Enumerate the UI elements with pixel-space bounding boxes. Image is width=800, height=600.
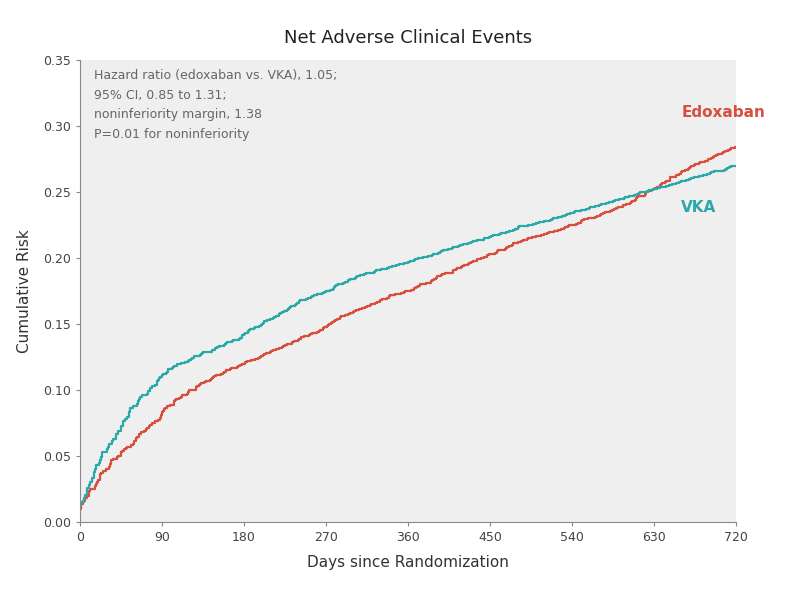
X-axis label: Days since Randomization: Days since Randomization [307,555,509,570]
Text: Edoxaban: Edoxaban [682,106,766,120]
Text: VKA: VKA [682,200,717,215]
Text: Hazard ratio (edoxaban vs. VKA), 1.05;
95% CI, 0.85 to 1.31;
noninferiority marg: Hazard ratio (edoxaban vs. VKA), 1.05; 9… [94,69,337,141]
Y-axis label: Cumulative Risk: Cumulative Risk [17,229,32,353]
Title: Net Adverse Clinical Events: Net Adverse Clinical Events [284,29,532,47]
